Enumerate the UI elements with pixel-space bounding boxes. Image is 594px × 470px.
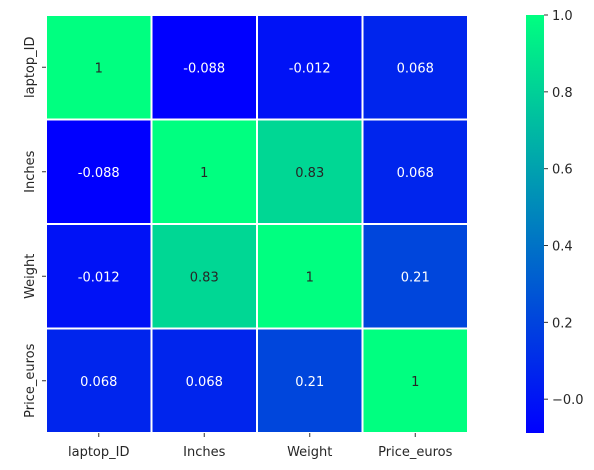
colorbar-tick-label: −0.0 xyxy=(552,393,584,408)
y-tick-label: Price_euros xyxy=(23,343,38,417)
cell-value-label: 1 xyxy=(306,270,314,285)
colorbar-tick-label: 0.4 xyxy=(552,240,573,255)
cell-value-label: 0.21 xyxy=(401,270,430,285)
cell-value-label: 0.068 xyxy=(397,61,434,76)
x-tick-label: Price_euros xyxy=(378,445,452,460)
heatmap-cell xyxy=(150,223,258,330)
colorbar-tick-label: 0.6 xyxy=(552,163,573,178)
heatmap-cells xyxy=(45,14,469,434)
heatmap-cell xyxy=(150,14,258,121)
cell-value-label: 1 xyxy=(411,375,419,390)
y-tick-label: Weight xyxy=(23,254,38,299)
y-axis: laptop_ID Inches Weight Price_euros xyxy=(23,37,46,418)
x-axis: laptop_ID Inches Weight Price_euros xyxy=(68,433,453,460)
cell-value-label: -0.012 xyxy=(78,270,120,285)
cell-value-label: -0.012 xyxy=(289,61,331,76)
heatmap-cell xyxy=(256,14,364,121)
cell-value-label: 0.21 xyxy=(295,375,324,390)
cell-value-label: 1 xyxy=(95,61,103,76)
cell-value-label: 0.068 xyxy=(397,166,434,181)
colorbar-tick-label: 0.2 xyxy=(552,316,573,331)
cell-value-label: 0.068 xyxy=(80,375,117,390)
cell-value-label: -0.088 xyxy=(78,166,120,181)
heatmap-cell xyxy=(361,118,469,225)
x-tick-label: Weight xyxy=(287,445,332,460)
y-tick-label: Inches xyxy=(23,150,38,192)
y-tick-label: laptop_ID xyxy=(23,37,38,98)
colorbar-tick-label: 1.0 xyxy=(552,9,573,24)
heatmap-cell xyxy=(150,118,258,225)
heatmap-cell xyxy=(150,327,258,434)
heatmap-cell xyxy=(361,327,469,434)
cell-value-label: 1 xyxy=(200,166,208,181)
x-tick-label: Inches xyxy=(183,445,225,460)
cell-value-label: 0.068 xyxy=(186,375,223,390)
heatmap-annotations: 1 -0.088 -0.012 0.068 -0.088 1 0.83 0.068 -0.012… xyxy=(78,61,434,390)
x-tick-label: laptop_ID xyxy=(68,445,129,460)
colorbar-tick-label: 0.8 xyxy=(552,86,573,101)
heatmap-cell xyxy=(361,223,469,330)
cell-value-label: 0.83 xyxy=(190,270,219,285)
colorbar: −0.0 0.2 0.4 0.6 0.8 1.0 xyxy=(526,9,584,433)
heatmap-cell xyxy=(361,14,469,121)
heatmap-cell xyxy=(45,14,153,121)
cell-value-label: 0.83 xyxy=(295,166,324,181)
colorbar-gradient xyxy=(526,15,544,433)
cell-value-label: -0.088 xyxy=(183,61,225,76)
